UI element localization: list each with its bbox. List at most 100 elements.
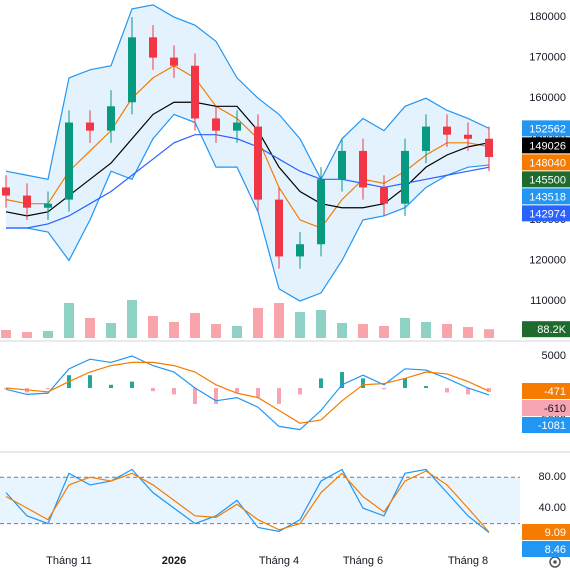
volume-bar — [211, 324, 221, 338]
y-tick-label: 5000 — [542, 350, 566, 362]
price-tag-label: 9.09 — [545, 527, 566, 539]
price-tag-box — [522, 321, 570, 338]
price-tag-box — [522, 205, 570, 222]
price-tag-label: 8.46 — [545, 544, 566, 556]
volume-bar — [127, 300, 137, 338]
histogram-bar — [298, 388, 302, 395]
indicator-line — [6, 113, 490, 302]
volume-bar — [442, 324, 452, 338]
volume-bar — [64, 303, 74, 338]
histogram-bar — [403, 378, 407, 389]
price-tag: 149026 — [522, 137, 570, 154]
histogram-bar — [382, 388, 386, 390]
volume-bar — [106, 323, 116, 338]
histogram-bar — [256, 388, 260, 398]
price-tag: 148040 — [522, 154, 570, 171]
candle-body — [149, 37, 157, 58]
y-tick-label: 120000 — [529, 254, 566, 266]
histogram-bar — [424, 386, 428, 389]
band-fill — [0, 477, 520, 524]
volume-bar — [190, 313, 200, 338]
candle-body — [464, 134, 472, 139]
indicator-line — [5, 468, 490, 533]
y-tick-label: 40.00 — [538, 502, 566, 514]
y-tick-label: 170000 — [529, 52, 566, 64]
x-tick-label: Tháng 6 — [343, 555, 383, 567]
indicator-line — [5, 4, 490, 181]
price-tag-box — [522, 137, 570, 154]
volume-bar — [337, 323, 347, 338]
histogram-bar — [466, 388, 470, 395]
price-tag: -1081 — [522, 417, 570, 434]
candle-body — [296, 244, 304, 257]
price-tag-box — [522, 417, 570, 434]
gear-center — [553, 560, 557, 564]
price-tag: -610 — [522, 400, 570, 417]
candle-body — [107, 106, 115, 131]
y-tick-label: 80.00 — [538, 471, 566, 483]
candle-body — [44, 203, 52, 208]
y-tick-label: 110000 — [530, 295, 566, 307]
histogram-bar — [340, 372, 344, 389]
histogram-bar — [214, 388, 218, 404]
price-tag: 145500 — [522, 171, 570, 188]
histogram-bar — [487, 388, 491, 392]
histogram-bar — [235, 388, 239, 393]
volume-bar — [232, 326, 242, 338]
price-tag-box — [522, 524, 570, 541]
candle-body — [422, 126, 430, 151]
price-tag: 143518 — [522, 188, 570, 205]
volume-bar — [358, 324, 368, 338]
candle-body — [2, 187, 10, 196]
candle-body — [23, 195, 31, 208]
price-tag: 152562 — [522, 120, 570, 137]
price-tag-label: -610 — [544, 403, 566, 415]
x-tick-label: Tháng 8 — [448, 555, 488, 567]
candle-body — [380, 187, 388, 204]
volume-bar — [253, 308, 263, 338]
price-tag-box — [522, 120, 570, 137]
histogram-bar — [361, 378, 365, 389]
histogram-bar — [193, 388, 197, 404]
volume-bar — [148, 316, 158, 338]
y-tick-label: 180000 — [529, 11, 566, 23]
x-tick-label: Tháng 11 — [46, 555, 92, 567]
histogram-bar — [4, 388, 8, 390]
indicator-line — [5, 355, 490, 431]
volume-bar — [421, 322, 431, 338]
histogram-bar — [88, 375, 92, 389]
x-tick-label: 2026 — [162, 555, 186, 567]
candle-body — [233, 122, 241, 131]
price-tag-label: 149026 — [529, 140, 566, 152]
histogram-bar — [151, 388, 155, 392]
volume-bar — [295, 312, 305, 338]
price-tag-label: 142974 — [529, 208, 566, 220]
candle-body — [317, 179, 325, 245]
price-tag-box — [522, 171, 570, 188]
candle-body — [170, 57, 178, 66]
price-tag: 88.2K — [522, 321, 570, 338]
candle-body — [359, 150, 367, 188]
volume-bar — [379, 326, 389, 338]
volume-bar — [85, 318, 95, 338]
candle-body — [338, 150, 346, 180]
histogram-bar — [172, 388, 176, 395]
histogram-bar — [319, 378, 323, 389]
volume-bar — [316, 310, 326, 338]
volume-bar — [463, 327, 473, 338]
candle-body — [86, 122, 94, 131]
price-tag-label: 143518 — [529, 191, 566, 203]
price-tag-label: 152562 — [529, 123, 566, 135]
price-tag-box — [522, 188, 570, 205]
price-tag-box — [522, 154, 570, 171]
volume-bar — [169, 322, 179, 338]
candle-body — [212, 118, 220, 131]
price-tag: -471 — [522, 383, 570, 400]
candle-body — [401, 150, 409, 204]
volume-bar — [400, 318, 410, 338]
price-tag-label: 145500 — [529, 174, 566, 186]
candle-body — [128, 37, 136, 103]
price-tag: 8.46 — [522, 541, 570, 558]
histogram-bar — [109, 384, 113, 389]
